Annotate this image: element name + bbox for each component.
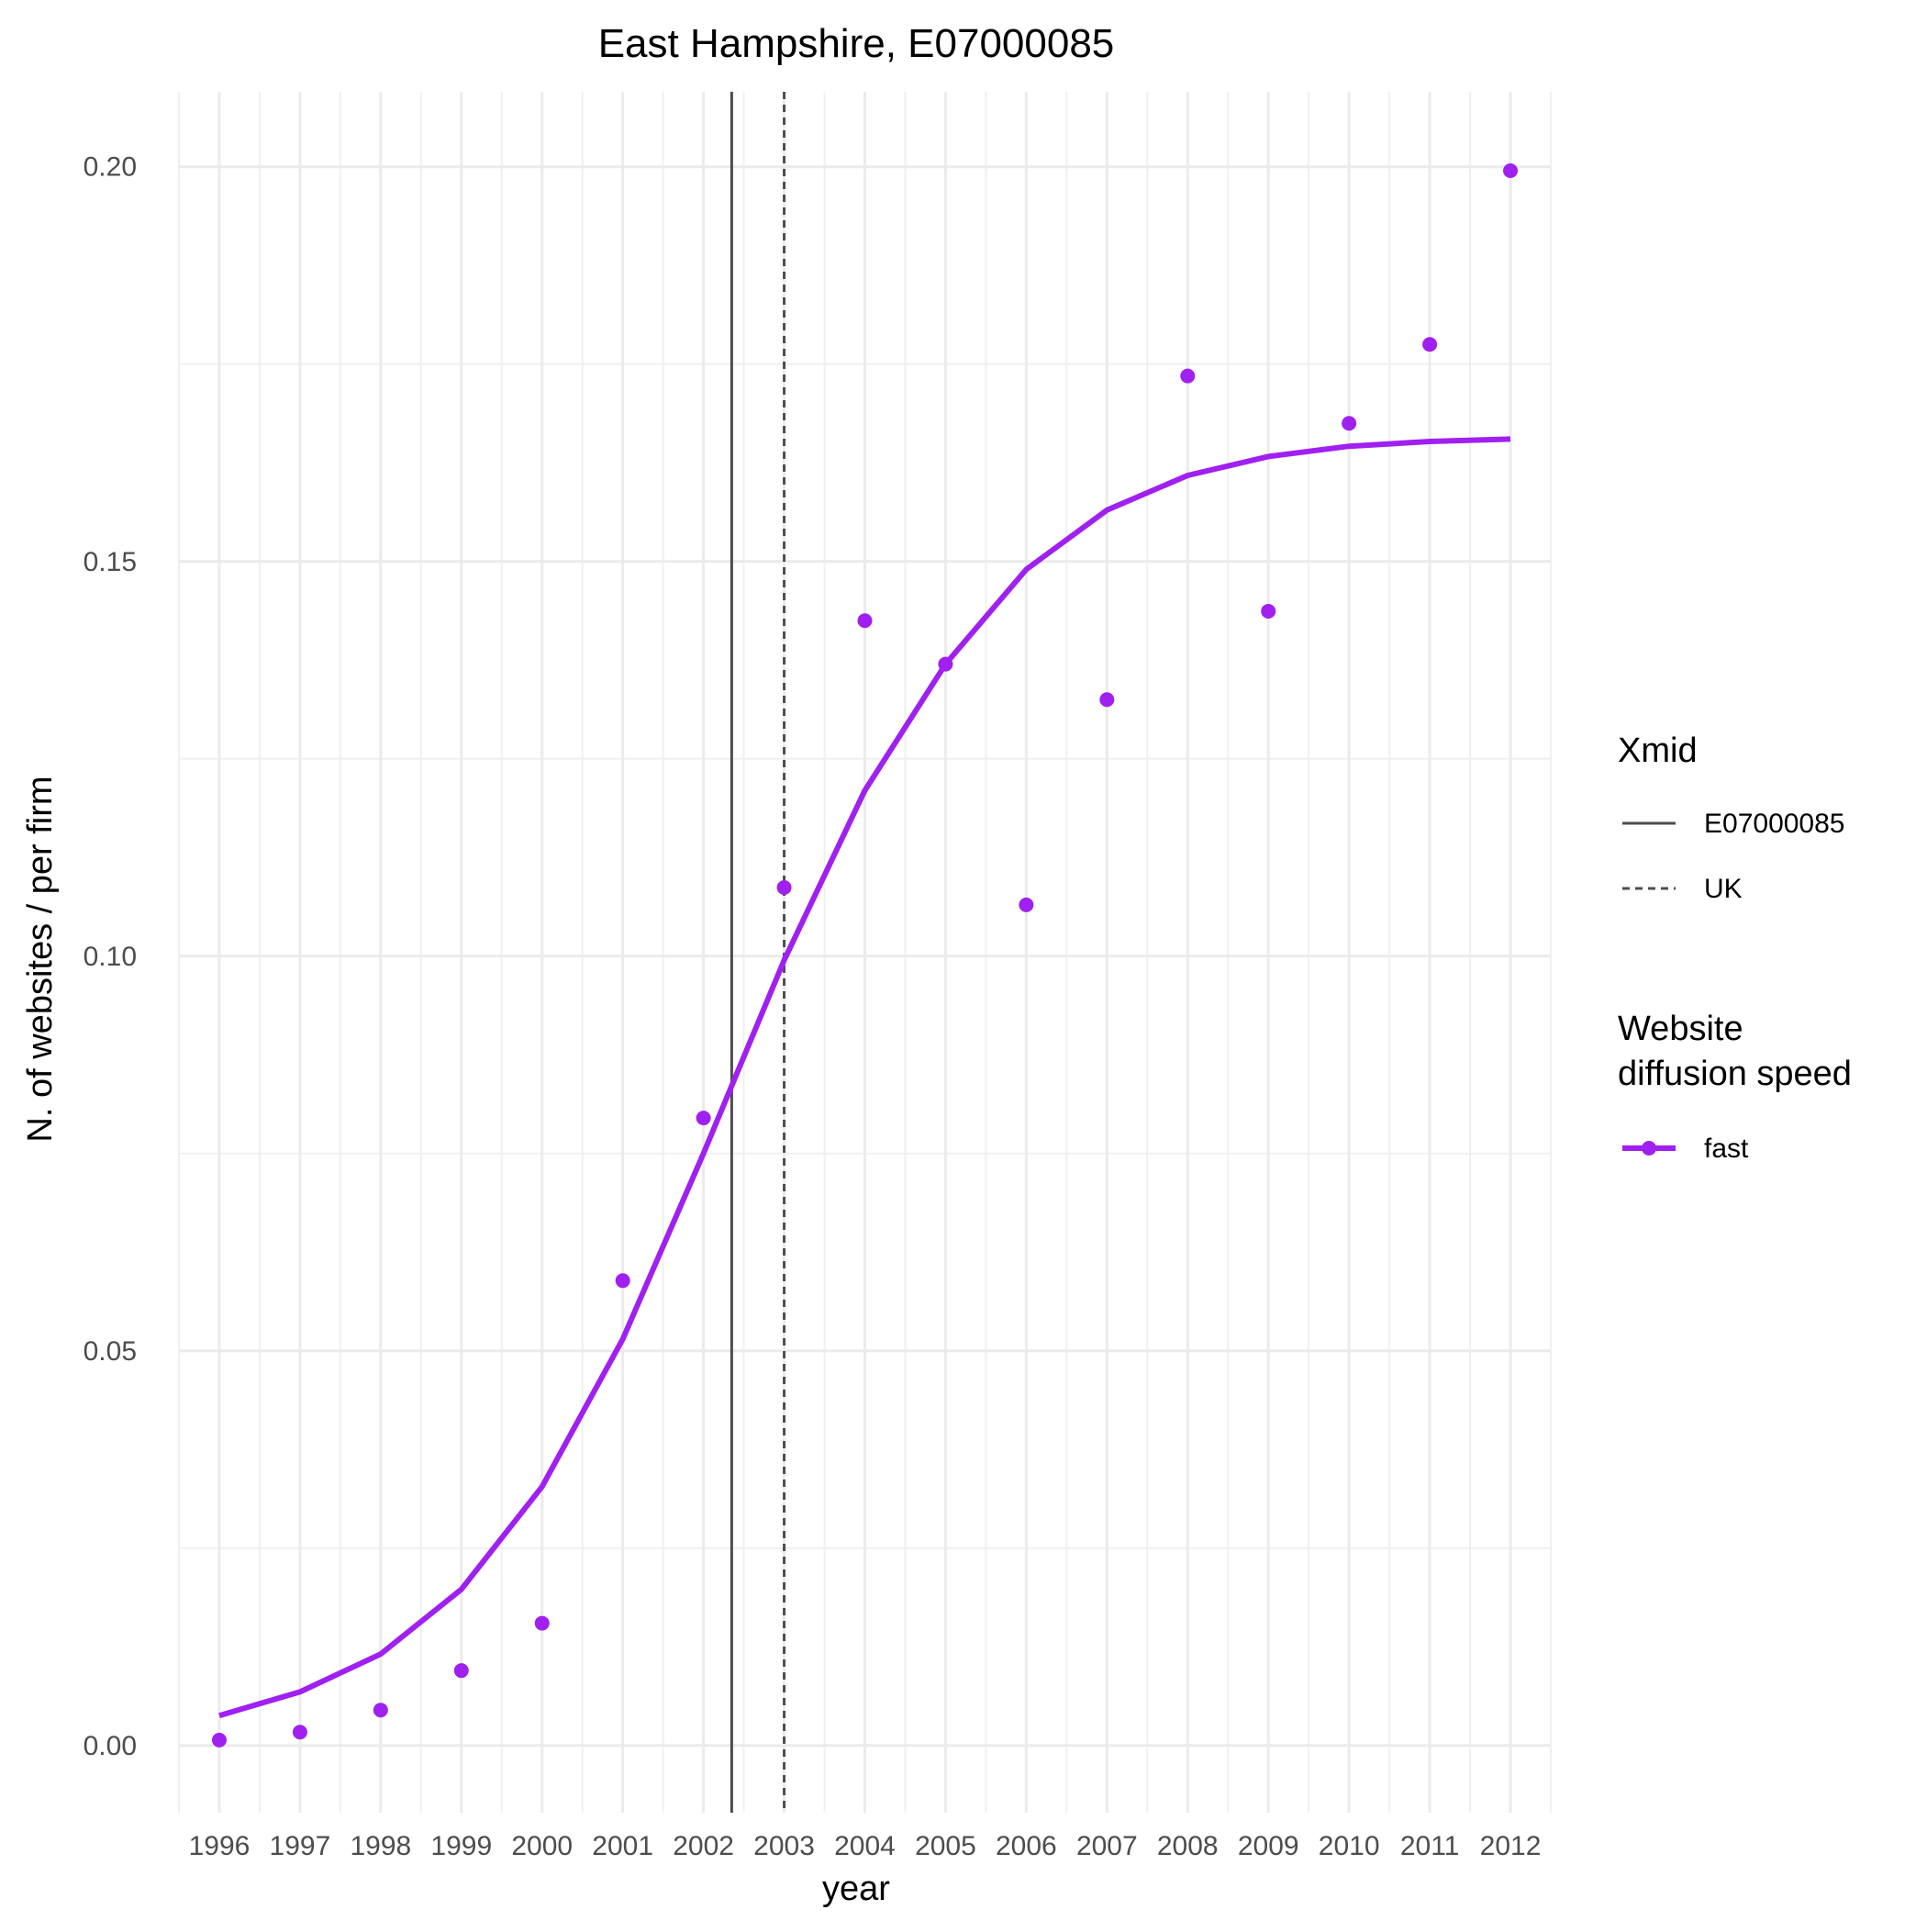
y-tick-label: 0.20 xyxy=(84,152,137,183)
legend-label-e07000085: E07000085 xyxy=(1704,809,1845,839)
x-tick-label: 2001 xyxy=(592,1831,653,1861)
x-tick-label: 2009 xyxy=(1238,1831,1299,1861)
reference-lines xyxy=(730,92,786,1813)
legend-xmid: Xmid E07000085 UK xyxy=(1618,731,1845,904)
series-line-fast xyxy=(218,436,1511,1719)
data-point xyxy=(938,656,953,672)
y-tick-label: 0.15 xyxy=(84,547,137,577)
data-point xyxy=(1422,337,1438,352)
legend-xmid-title: Xmid xyxy=(1618,731,1698,770)
x-tick-label: 2007 xyxy=(1076,1831,1138,1861)
data-point xyxy=(1342,416,1357,431)
data-point xyxy=(292,1725,307,1740)
x-axis: 1996 1997 1998 1999 2000 2001 2002 2003 2004 2005… xyxy=(189,1831,1542,1861)
series-layer xyxy=(211,163,1519,1748)
chart-title: East Hampshire, E07000085 xyxy=(598,21,1115,66)
data-point xyxy=(1180,368,1196,384)
legend-speed-title-line1: Website xyxy=(1618,1010,1743,1048)
y-tick-label: 0.05 xyxy=(84,1336,137,1367)
x-tick-label: 2003 xyxy=(753,1831,815,1861)
data-point xyxy=(373,1703,388,1718)
data-point xyxy=(211,1732,227,1748)
x-tick-label: 1996 xyxy=(189,1831,251,1861)
x-tick-label: 2010 xyxy=(1319,1831,1380,1861)
y-axis: 0.00 0.05 0.10 0.15 0.20 xyxy=(84,152,137,1761)
grid xyxy=(178,92,1552,1813)
x-tick-label: 1999 xyxy=(430,1831,492,1861)
x-tick-label: 2002 xyxy=(673,1831,734,1861)
data-point xyxy=(453,1663,469,1679)
y-axis-title: N. of websites / per firm xyxy=(21,776,60,1142)
data-point xyxy=(696,1111,711,1126)
data-point xyxy=(615,1273,630,1289)
data-point xyxy=(1261,603,1276,619)
x-tick-label: 2000 xyxy=(511,1831,573,1861)
data-point xyxy=(1099,692,1115,708)
data-point xyxy=(1019,897,1034,912)
legend-key-fast-point xyxy=(1642,1141,1656,1156)
x-axis-title: year xyxy=(822,1870,890,1908)
data-point xyxy=(857,613,873,629)
x-tick-label: 2005 xyxy=(915,1831,976,1861)
legend-label-uk: UK xyxy=(1704,874,1743,904)
legend-speed-title-line2: diffusion speed xyxy=(1618,1055,1852,1093)
legend-speed: Website diffusion speed fast xyxy=(1618,1010,1852,1164)
y-tick-label: 0.10 xyxy=(84,942,137,972)
x-tick-label: 2011 xyxy=(1400,1831,1460,1861)
data-point xyxy=(1503,163,1519,179)
x-tick-label: 2008 xyxy=(1157,1831,1219,1861)
y-tick-label: 0.00 xyxy=(84,1731,137,1761)
x-tick-label: 2012 xyxy=(1480,1831,1542,1861)
data-point xyxy=(534,1615,550,1631)
data-point xyxy=(776,879,792,895)
x-tick-label: 1997 xyxy=(270,1831,331,1861)
x-tick-label: 2006 xyxy=(996,1831,1057,1861)
x-tick-label: 2004 xyxy=(834,1831,896,1861)
legend-label-fast: fast xyxy=(1704,1134,1749,1164)
x-tick-label: 1998 xyxy=(350,1831,411,1861)
